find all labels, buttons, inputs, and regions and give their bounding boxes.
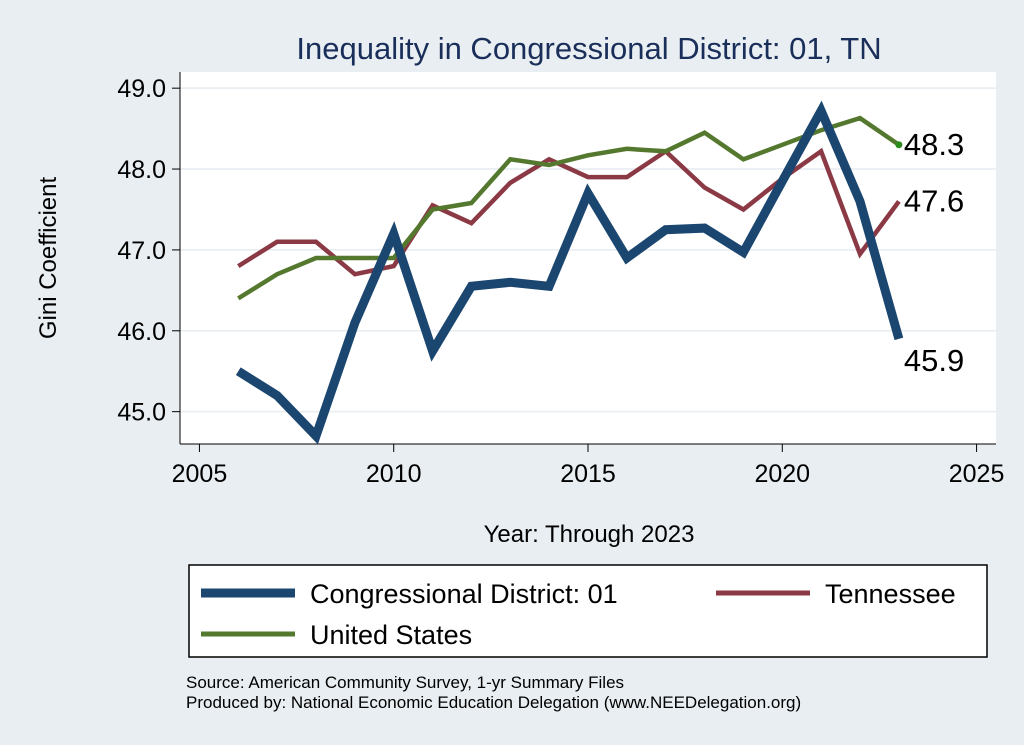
chart-title: Inequality in Congressional District: 01… [296, 31, 881, 66]
x-axis-label: Year: Through 2023 [484, 521, 695, 548]
y-tick-label: 47.0 [117, 237, 166, 265]
series-endpoint-us [895, 141, 903, 149]
end-labels: 45.9 47.6 48.3 [904, 127, 964, 378]
x-tick-label: 2005 [172, 460, 228, 488]
end-label-tennessee: 47.6 [904, 183, 964, 218]
x-tick-label: 2010 [366, 460, 422, 488]
legend-label-district: Congressional District: 01 [310, 579, 618, 609]
x-tick-label: 2020 [754, 460, 810, 488]
x-tick-label: 2015 [560, 460, 616, 488]
y-tick-label: 49.0 [117, 75, 166, 103]
y-tick-label: 45.0 [117, 399, 166, 427]
series-lines [235, 100, 904, 445]
axes: 45.0 46.0 47.0 48.0 49.0 2005 2010 2015 2020 2025 [117, 72, 1004, 488]
y-axis-label: Gini Coefficient [35, 177, 62, 340]
series-line-us [237, 115, 901, 301]
y-tick-label: 46.0 [117, 318, 166, 346]
series-line-district [235, 100, 904, 445]
legend-box [188, 564, 988, 658]
x-tick-label: 2025 [949, 460, 1005, 488]
y-tick-label: 48.0 [117, 156, 166, 184]
legend: Congressional District: 01 Tennessee Uni… [188, 564, 988, 658]
legend-label-tennessee: Tennessee [825, 579, 956, 609]
legend-label-us: United States [310, 620, 472, 650]
end-label-us: 48.3 [904, 127, 964, 162]
source-line-1: Source: American Community Survey, 1-yr … [186, 673, 624, 692]
end-label-district: 45.9 [904, 343, 964, 378]
source-line-2: Produced by: National Economic Education… [186, 693, 801, 712]
